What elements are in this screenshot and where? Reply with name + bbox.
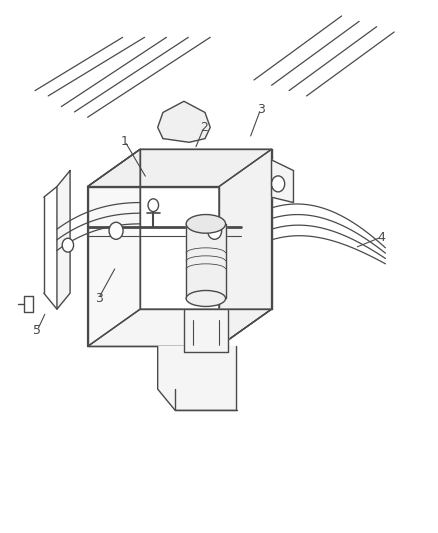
Polygon shape: [272, 160, 293, 203]
Text: 3: 3: [95, 292, 102, 305]
Text: 1: 1: [121, 135, 129, 148]
Polygon shape: [184, 309, 228, 352]
Text: 2: 2: [200, 122, 208, 134]
Polygon shape: [186, 224, 226, 298]
Ellipse shape: [186, 214, 226, 233]
Polygon shape: [158, 101, 210, 142]
Polygon shape: [219, 149, 272, 346]
Circle shape: [208, 222, 222, 239]
Polygon shape: [57, 171, 70, 309]
Circle shape: [62, 238, 74, 252]
Circle shape: [148, 199, 159, 212]
Polygon shape: [158, 346, 237, 410]
Text: 3: 3: [257, 103, 265, 116]
Text: 5: 5: [33, 324, 41, 337]
Polygon shape: [88, 309, 272, 346]
Polygon shape: [88, 149, 272, 187]
Text: 4: 4: [377, 231, 385, 244]
Polygon shape: [24, 296, 33, 312]
Circle shape: [272, 176, 285, 192]
Circle shape: [109, 222, 123, 239]
Polygon shape: [88, 149, 140, 346]
Ellipse shape: [186, 290, 226, 306]
